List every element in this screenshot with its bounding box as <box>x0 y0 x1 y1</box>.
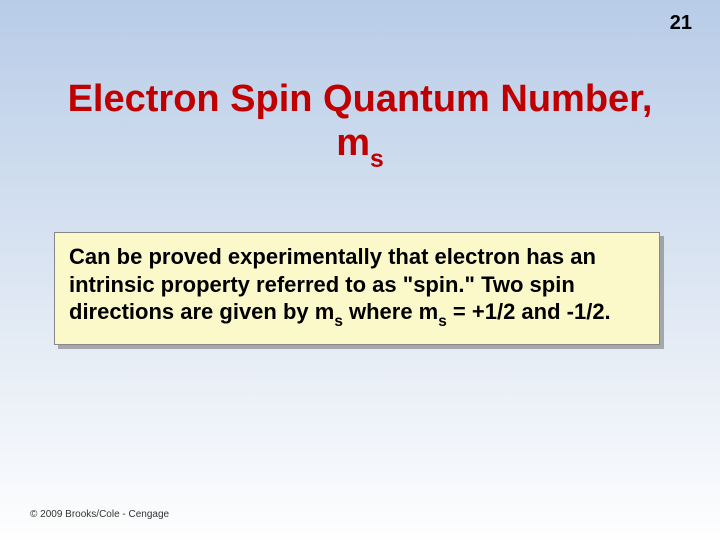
page-number: 21 <box>670 12 692 35</box>
copyright: © 2009 Brooks/Cole - Cengage <box>30 509 169 520</box>
title-line-1: Electron Spin Quantum Number, <box>68 78 653 120</box>
title-symbol-subscript: s <box>370 146 384 173</box>
content-box: Can be proved experimentally that electr… <box>54 232 660 345</box>
content-sub-1: s <box>334 313 343 330</box>
content-text-3: = +1/2 and -1/2. <box>447 299 611 324</box>
title-symbol-main: m <box>336 122 370 164</box>
content-text-2: where m <box>343 299 438 324</box>
content-sub-2: s <box>438 313 447 330</box>
slide-title: Electron Spin Quantum Number, ms <box>0 78 720 171</box>
